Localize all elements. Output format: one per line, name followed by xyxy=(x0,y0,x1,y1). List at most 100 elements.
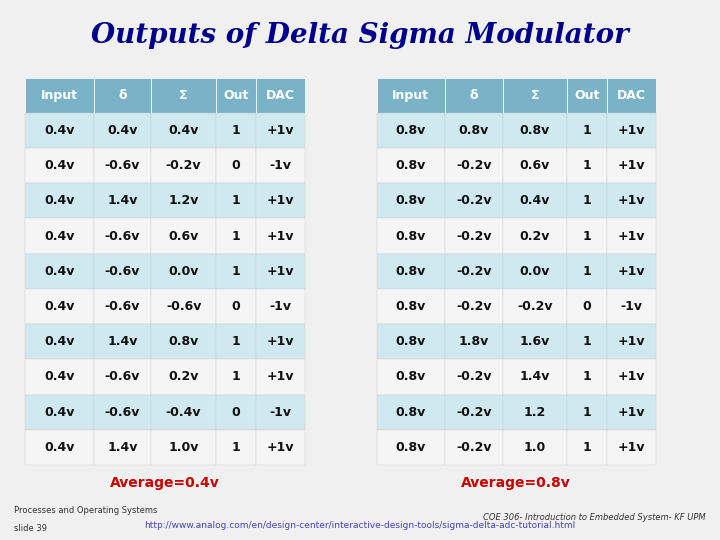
Bar xyxy=(151,254,216,289)
Text: 0.4v: 0.4v xyxy=(44,230,75,242)
Bar xyxy=(503,78,567,113)
Text: 0.4v: 0.4v xyxy=(44,300,75,313)
Bar xyxy=(256,289,305,324)
Text: 0.8v: 0.8v xyxy=(520,124,550,137)
Bar xyxy=(567,289,607,324)
Text: +1v: +1v xyxy=(618,230,645,242)
Bar xyxy=(94,148,151,183)
Text: -0.2v: -0.2v xyxy=(456,230,492,242)
Text: 0.8v: 0.8v xyxy=(395,194,426,207)
Bar xyxy=(151,324,216,359)
Bar xyxy=(607,359,656,395)
Text: 0.8v: 0.8v xyxy=(168,335,199,348)
Bar xyxy=(567,324,607,359)
Bar xyxy=(216,395,256,430)
Text: -0.2v: -0.2v xyxy=(456,265,492,278)
Bar xyxy=(503,395,567,430)
Bar xyxy=(445,148,503,183)
Bar xyxy=(377,430,445,465)
Text: 1.4v: 1.4v xyxy=(107,441,138,454)
Bar xyxy=(445,324,503,359)
Bar xyxy=(567,113,607,148)
Text: +1v: +1v xyxy=(266,230,294,242)
Bar xyxy=(216,359,256,395)
Text: +1v: +1v xyxy=(618,159,645,172)
Bar xyxy=(607,148,656,183)
Bar xyxy=(94,324,151,359)
Text: -0.6v: -0.6v xyxy=(104,300,140,313)
Text: 1.4v: 1.4v xyxy=(520,370,550,383)
Text: 0.4v: 0.4v xyxy=(44,159,75,172)
Text: -0.2v: -0.2v xyxy=(456,159,492,172)
Text: 1: 1 xyxy=(582,370,592,383)
Bar xyxy=(256,395,305,430)
Text: -0.6v: -0.6v xyxy=(104,370,140,383)
Bar xyxy=(94,289,151,324)
Text: 1.0v: 1.0v xyxy=(168,441,199,454)
Bar xyxy=(377,113,445,148)
Text: +1v: +1v xyxy=(618,370,645,383)
Bar xyxy=(216,254,256,289)
Text: 1.2: 1.2 xyxy=(524,406,546,419)
Bar xyxy=(607,183,656,219)
Text: 1: 1 xyxy=(231,441,240,454)
Bar xyxy=(216,430,256,465)
Text: 0.8v: 0.8v xyxy=(395,124,426,137)
Bar xyxy=(503,254,567,289)
Bar xyxy=(607,324,656,359)
Bar xyxy=(445,183,503,219)
Text: 1: 1 xyxy=(231,370,240,383)
Bar xyxy=(503,430,567,465)
Bar xyxy=(607,254,656,289)
Bar xyxy=(256,183,305,219)
Text: -0.2v: -0.2v xyxy=(517,300,553,313)
Bar xyxy=(503,324,567,359)
Bar xyxy=(151,430,216,465)
Bar xyxy=(25,78,94,113)
Text: 1.4v: 1.4v xyxy=(107,194,138,207)
Text: 0.4v: 0.4v xyxy=(44,335,75,348)
Bar xyxy=(25,289,94,324)
Text: 0.0v: 0.0v xyxy=(168,265,199,278)
Text: 0.8v: 0.8v xyxy=(395,265,426,278)
Text: -0.6v: -0.6v xyxy=(104,265,140,278)
Text: 0.4v: 0.4v xyxy=(168,124,199,137)
Text: -0.2v: -0.2v xyxy=(456,406,492,419)
Text: +1v: +1v xyxy=(618,335,645,348)
Bar xyxy=(377,395,445,430)
Bar xyxy=(216,113,256,148)
Text: 1.6v: 1.6v xyxy=(520,335,550,348)
Text: 0.4v: 0.4v xyxy=(520,194,550,207)
Bar xyxy=(445,289,503,324)
Text: Σ: Σ xyxy=(179,89,188,102)
Text: 0.4v: 0.4v xyxy=(44,124,75,137)
Bar xyxy=(25,395,94,430)
Bar xyxy=(377,148,445,183)
Bar xyxy=(377,359,445,395)
Text: 0.8v: 0.8v xyxy=(459,124,489,137)
Text: +1v: +1v xyxy=(618,406,645,419)
Text: -0.2v: -0.2v xyxy=(456,300,492,313)
Text: Average=0.4v: Average=0.4v xyxy=(110,476,220,489)
Text: Processes and Operating Systems: Processes and Operating Systems xyxy=(14,505,158,515)
Bar xyxy=(25,183,94,219)
Text: 1: 1 xyxy=(231,124,240,137)
Bar xyxy=(445,395,503,430)
Text: 1: 1 xyxy=(231,265,240,278)
Bar xyxy=(94,78,151,113)
Text: -0.2v: -0.2v xyxy=(456,441,492,454)
Text: 0.8v: 0.8v xyxy=(395,441,426,454)
Text: -0.6v: -0.6v xyxy=(104,230,140,242)
Bar xyxy=(607,430,656,465)
Bar xyxy=(256,324,305,359)
Bar xyxy=(256,430,305,465)
Text: Outputs of Delta Sigma Modulator: Outputs of Delta Sigma Modulator xyxy=(91,22,629,49)
Text: -0.2v: -0.2v xyxy=(456,194,492,207)
Bar xyxy=(151,219,216,254)
Bar xyxy=(216,148,256,183)
Text: -1v: -1v xyxy=(269,159,291,172)
Bar xyxy=(256,78,305,113)
Text: -1v: -1v xyxy=(621,300,642,313)
Bar xyxy=(94,254,151,289)
Bar xyxy=(503,113,567,148)
